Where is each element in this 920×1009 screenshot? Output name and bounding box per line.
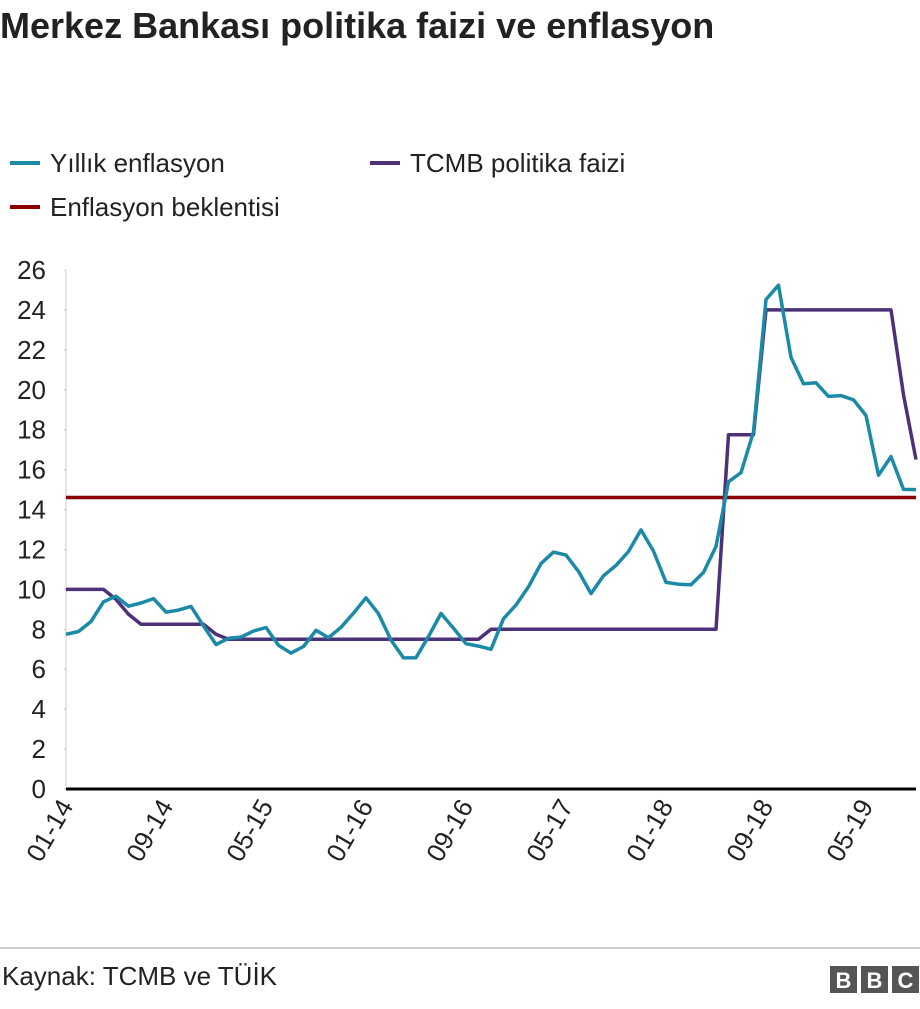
logo-letter: B <box>867 968 883 993</box>
source: Kaynak: TCMB ve TÜİK <box>2 961 278 991</box>
y-tick-label: 14 <box>17 495 46 525</box>
series-line <box>65 283 917 660</box>
y-tick-label: 22 <box>17 335 46 365</box>
x-tick-label: 01-16 <box>320 794 379 867</box>
y-tick-label: 16 <box>17 455 46 485</box>
x-tick-label: 01-18 <box>620 794 679 867</box>
y-tick-label: 18 <box>17 415 46 445</box>
x-tick-label: 09-14 <box>120 794 179 867</box>
y-tick-label: 24 <box>17 295 46 325</box>
x-tick-label: 05-17 <box>520 794 579 867</box>
y-tick-label: 0 <box>32 774 46 804</box>
legend-label: TCMB politika faizi <box>410 148 625 178</box>
logo-block <box>861 966 888 993</box>
x-tick-label: 05-19 <box>820 794 879 867</box>
y-tick-label: 20 <box>17 375 46 405</box>
y-tick-label: 12 <box>17 534 46 564</box>
x-tick-label: 09-16 <box>420 794 479 867</box>
legend-label: Yıllık enflasyon <box>50 148 225 178</box>
y-tick-label: 8 <box>32 614 46 644</box>
series-line <box>66 308 918 642</box>
title-box: Merkez Bankası politika faizi ve enflasy… <box>0 5 715 46</box>
y-tick-label: 26 <box>17 255 46 285</box>
y-tick-label: 2 <box>32 734 46 764</box>
logo-block <box>830 966 857 993</box>
chart-title: Merkez Bankası politika faizi ve enflasy… <box>0 5 715 46</box>
logo-block <box>892 966 919 993</box>
x-tick-label: 01-14 <box>20 794 79 867</box>
x-tick-label: 05-15 <box>220 794 279 867</box>
legend-label: Enflasyon beklentisi <box>50 192 280 222</box>
y-tick-label: 6 <box>32 654 46 684</box>
y-tick-label: 10 <box>17 574 46 604</box>
y-tick-label: 4 <box>32 694 46 724</box>
logo-letter: C <box>898 968 914 993</box>
logo-letter: B <box>836 968 852 993</box>
x-tick-label: 09-18 <box>720 794 779 867</box>
